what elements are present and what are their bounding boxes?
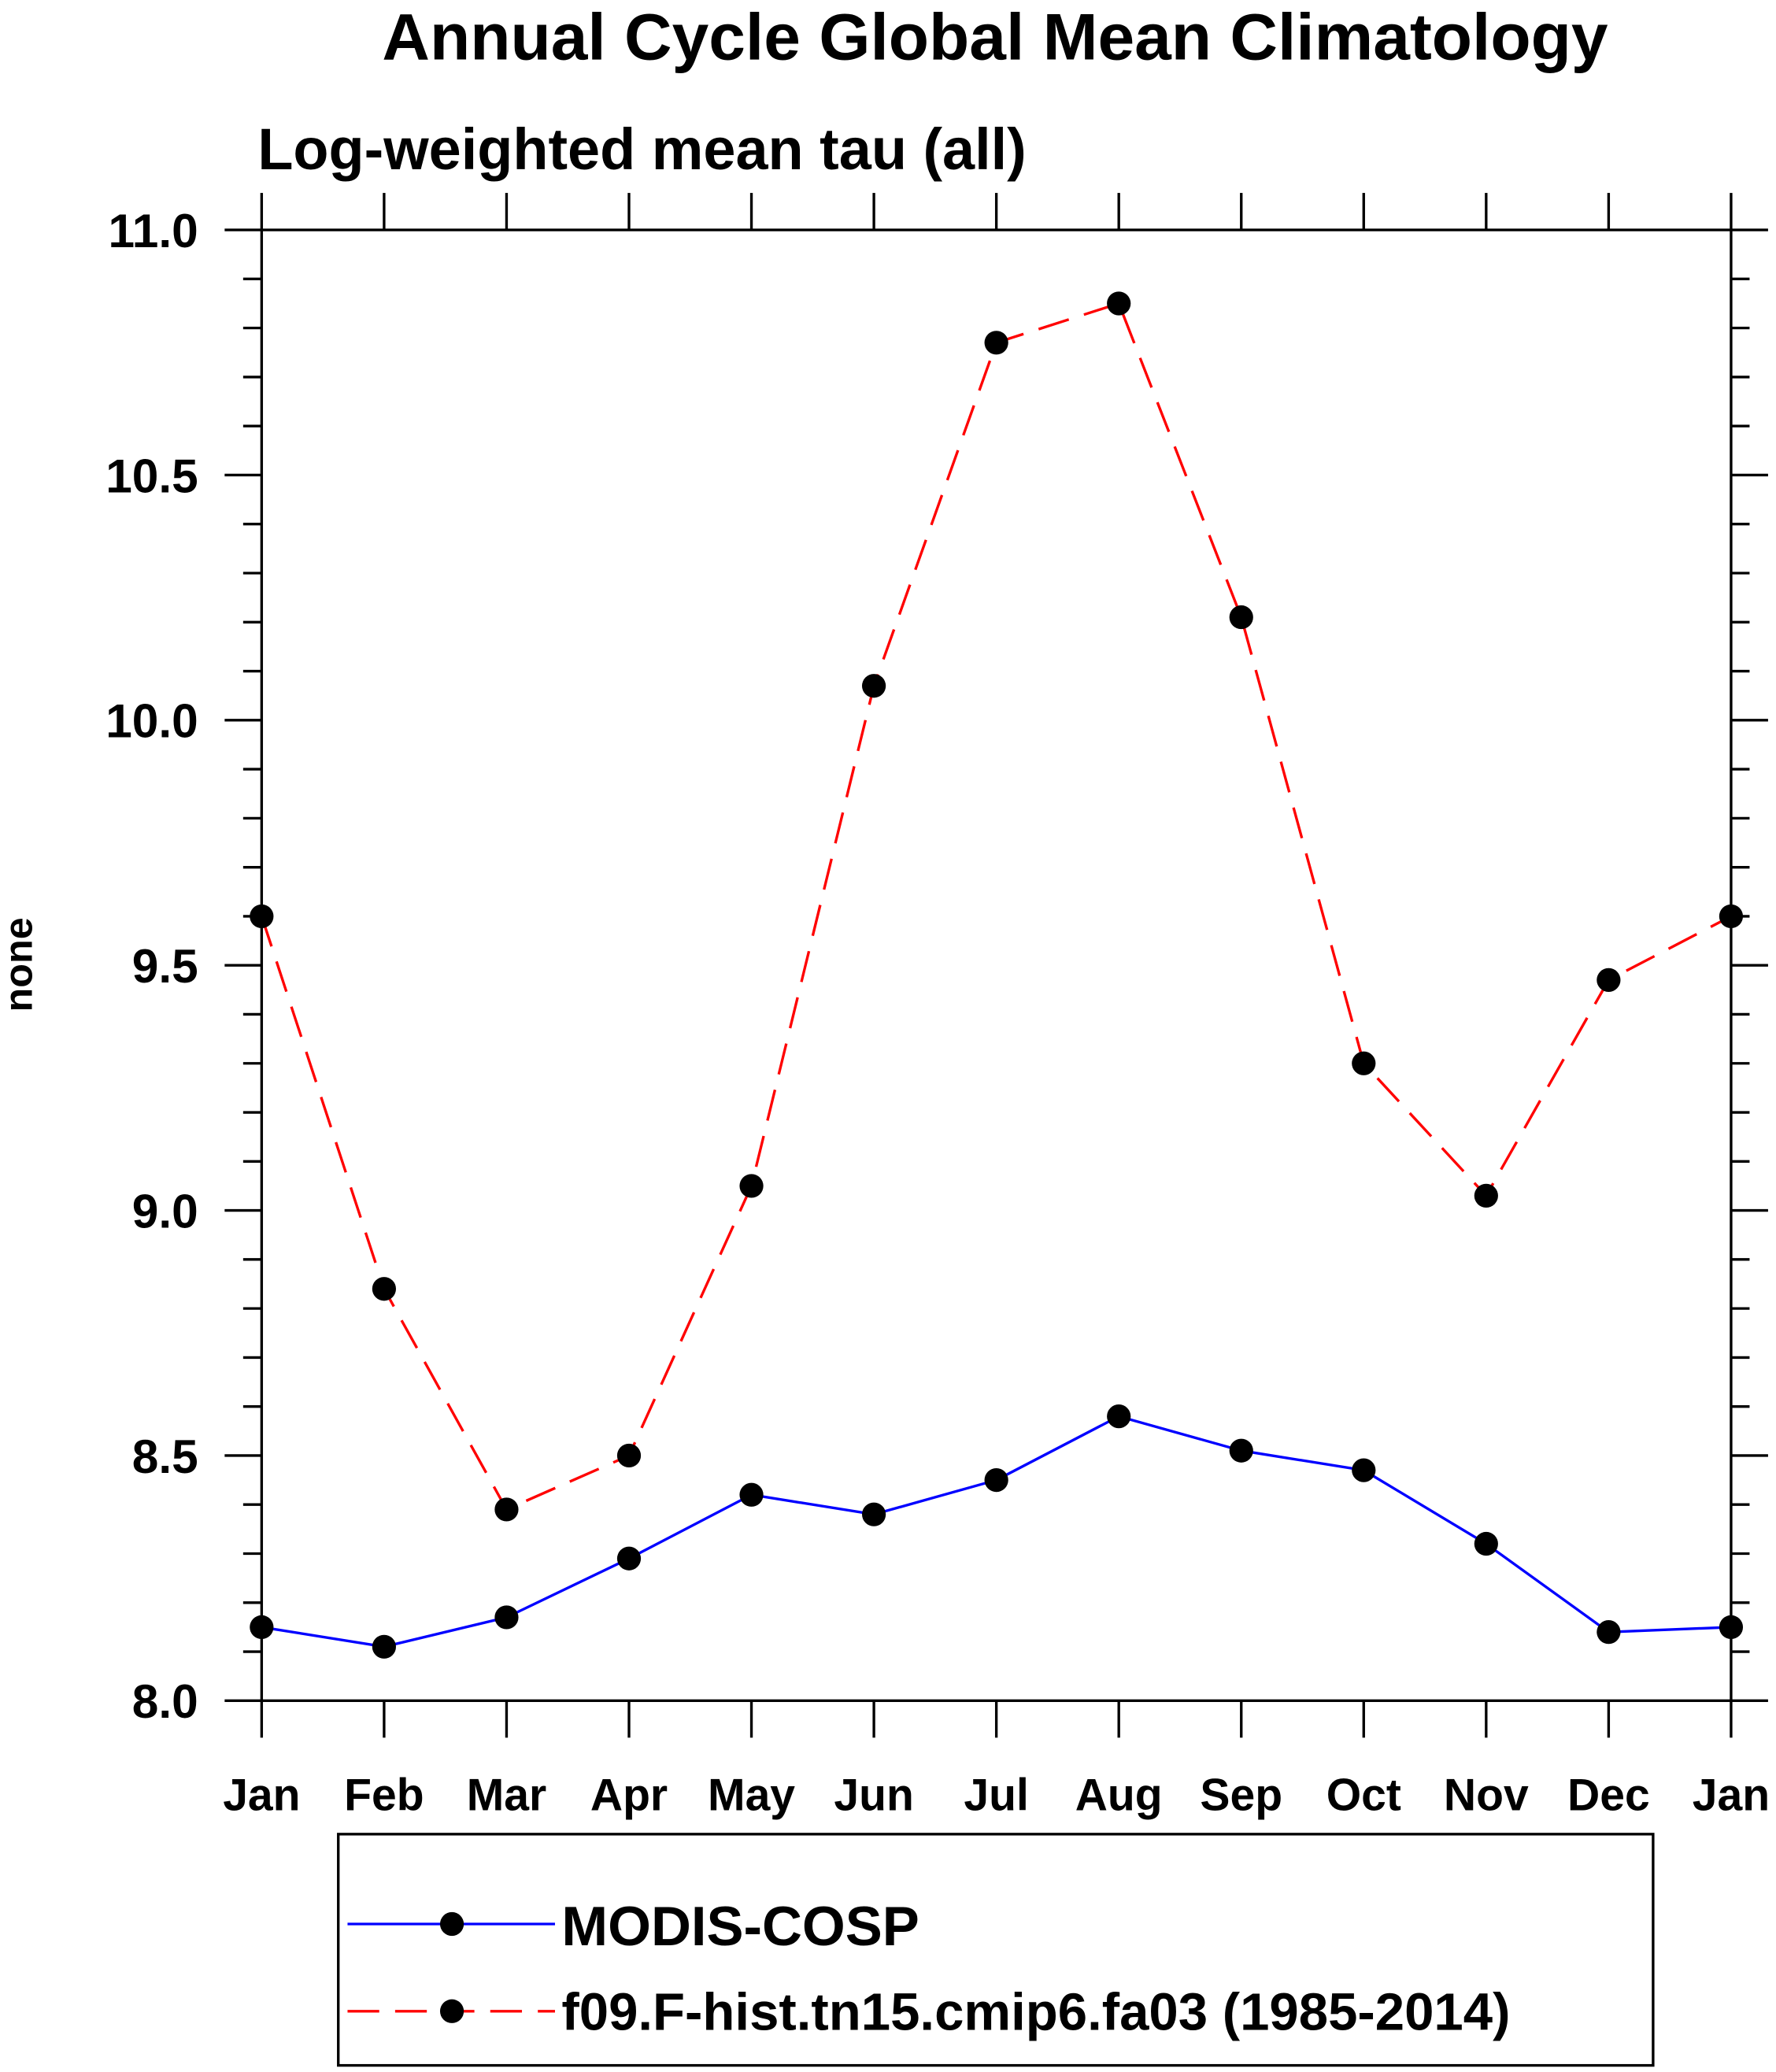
data-point [616,1443,642,1468]
x-tick-label: Aug [1075,1770,1163,1821]
chart-subtitle: Log-weighted mean tau (all) [257,117,1026,182]
data-point [1107,1404,1131,1429]
chart-title: Annual Cycle Global Mean Climatology [382,0,1608,74]
data-point [1474,1183,1498,1208]
data-point [250,1615,274,1640]
x-tick-label: Mar [467,1770,546,1821]
data-point [616,1546,642,1571]
x-tick-label: Oct [1326,1770,1401,1821]
legend-label-0: MODIS-COSP [561,1895,919,1957]
x-tick-label: Jul [964,1770,1028,1821]
y-tick-label: 10.5 [105,449,198,502]
data-point [1597,968,1621,992]
axis-ticks: Jan Feb Mar Apr May Jun Jul Aug Sep Oct Nov Dec Jan 8… [105,193,1770,1821]
data-point [1474,1531,1498,1556]
data-point [1597,1620,1621,1645]
data-point [372,1277,397,1301]
y-tick-label: 9.0 [132,1184,198,1238]
data-point [1229,1438,1253,1463]
data-point [861,674,886,698]
x-tick-label: Jan [223,1770,300,1821]
legend-marker-0 [439,1911,464,1937]
data-point [1107,291,1131,316]
y-tick-label: 11.0 [109,204,198,257]
data-point [1352,1458,1376,1482]
data-point [739,1482,764,1507]
legend: MODIS-COSP f09.F-hist.tn15.cmip6.fa03 (1… [337,1833,1655,2067]
series-line-0 [261,1415,1731,1648]
legend-label-1: f09.F-hist.tn15.cmip6.fa03 (1985-2014) [561,1982,1510,2041]
y-tick-label: 10.0 [105,694,198,748]
x-tick-label: Dec [1567,1770,1650,1821]
y-axis-label: none [0,917,40,1012]
y-tick-label: 8.0 [132,1674,198,1728]
data-point [1719,904,1744,929]
data-point [1352,1051,1376,1075]
y-tick-label: 9.5 [132,939,198,993]
data-point [1229,605,1253,630]
data-point [494,1497,519,1522]
legend-marker-1 [439,1999,464,2023]
x-tick-label: Jan [1693,1770,1770,1821]
x-tick-label: Nov [1444,1770,1529,1821]
data-point [984,331,1008,355]
x-tick-label: May [708,1770,795,1821]
y-tick-label: 8.5 [132,1430,198,1483]
data-point [1719,1615,1744,1640]
data-point [494,1605,519,1630]
data-point [861,1502,886,1526]
data-point [739,1174,764,1198]
x-tick-label: Jun [834,1770,913,1821]
x-tick-label: Sep [1200,1770,1282,1821]
series-lines [260,302,1732,1648]
series-markers [250,291,1744,1659]
data-point [984,1467,1008,1493]
data-point [250,904,274,929]
legend-box [337,1833,1655,2067]
series-line-1 [260,302,1732,1511]
x-tick-label: Feb [344,1770,424,1821]
data-point [372,1634,397,1659]
x-tick-label: Apr [590,1770,668,1821]
